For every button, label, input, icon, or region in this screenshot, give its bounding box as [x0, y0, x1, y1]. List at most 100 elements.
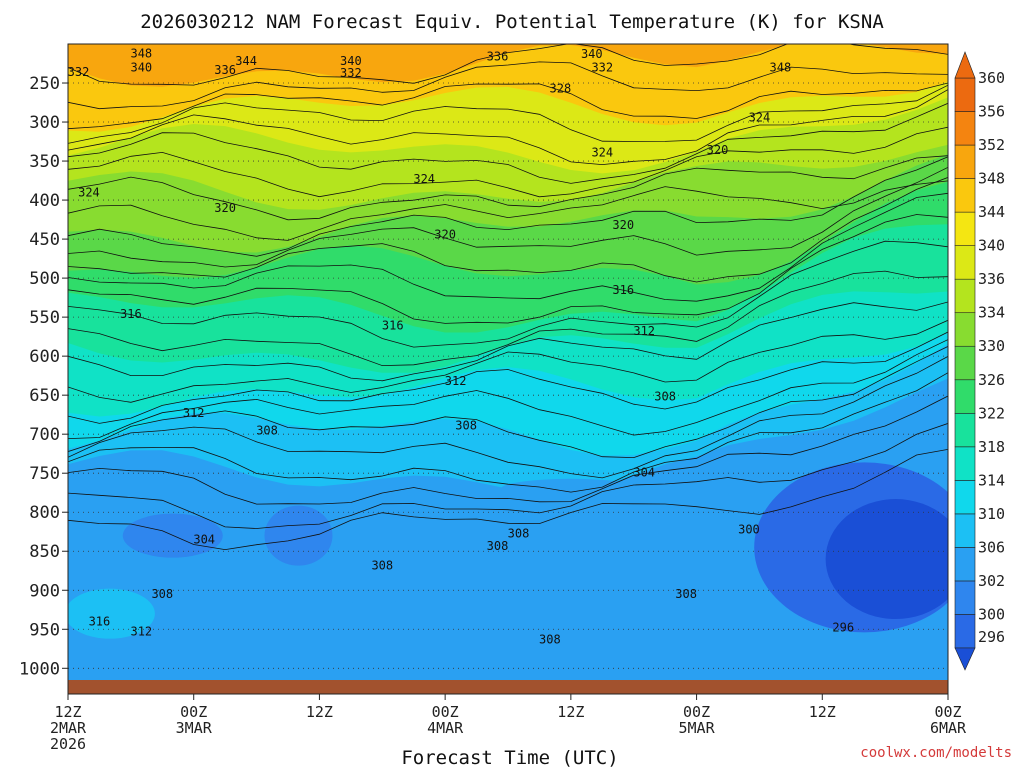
colorbar-swatch [954, 345, 976, 381]
x-tick-label: 12Z [557, 703, 584, 721]
contour-label: 312 [445, 374, 467, 388]
contour-line [68, 192, 948, 302]
colorbar-label: 340 [978, 237, 1005, 255]
colorbar-swatch [954, 412, 976, 448]
pressure-gridlines [68, 82, 948, 669]
contour-line [68, 177, 948, 283]
contour-line [68, 214, 948, 324]
contour-line [68, 89, 948, 166]
contour-label: 340 [130, 60, 152, 74]
y-tick-label: 600 [29, 347, 60, 367]
x-tick-label: 3MAR [176, 719, 213, 737]
colorbar-label: 310 [978, 505, 1005, 523]
x-tick-label: 2026 [50, 735, 86, 753]
contour-label: 308 [455, 419, 477, 433]
colorbar-label: 322 [978, 404, 1005, 422]
contour-line [68, 270, 948, 367]
contour-line [68, 331, 948, 424]
x-axis-label: Forecast Time (UTC) [401, 747, 618, 768]
contour-line [68, 155, 948, 221]
colorbar-label: 334 [978, 304, 1005, 322]
cool-pool [825, 499, 948, 620]
colorbar-label: 348 [978, 170, 1005, 188]
x-tick-label: 6MAR [930, 719, 967, 737]
colorbar-label: 306 [978, 538, 1005, 556]
contour-label: 308 [654, 390, 676, 404]
contour-label: 312 [130, 625, 152, 639]
contour-line [68, 346, 948, 459]
contour-label: 340 [581, 47, 603, 61]
contour-label: 316 [382, 319, 404, 333]
colorbar-swatch [954, 480, 976, 515]
contour-lines [68, 44, 948, 551]
x-tick-label: 12Z [306, 703, 333, 721]
theta-e-band [68, 378, 948, 680]
x-tick-label: 00Z [432, 703, 459, 721]
contour-label: 340 [340, 54, 362, 68]
colorbar-bottom-arrow [954, 647, 976, 671]
contour-line [68, 356, 948, 479]
x-tick-label: 12Z [809, 703, 836, 721]
contour-label: 308 [256, 423, 278, 437]
contour-label: 328 [550, 81, 572, 95]
low-level-cool-pools [68, 462, 948, 639]
contour-line [68, 44, 948, 86]
colorbar-swatch [954, 111, 976, 146]
contour-label: 324 [413, 172, 435, 186]
contour-label: 324 [591, 145, 613, 159]
colorbar-label: 326 [978, 371, 1005, 389]
contour-line [68, 61, 948, 110]
y-axis: 250 300 350 400 450 500 550 600 650 700 750 800 850 9… [19, 74, 68, 679]
colorbar-swatch [954, 513, 976, 548]
contour-line [68, 339, 948, 439]
contour-label: 296 [832, 621, 854, 635]
cool-pool [331, 576, 412, 605]
x-tick-label: 00Z [180, 703, 207, 721]
contour-line [68, 301, 948, 382]
y-tick-label: 350 [29, 152, 60, 172]
source-credit: coolwx.com/modelts [860, 745, 1012, 761]
contour-line [68, 180, 948, 241]
y-tick-label: 750 [29, 464, 60, 484]
colorbar-top-arrow [954, 51, 976, 79]
colorbar-label: 300 [978, 605, 1005, 623]
x-tick-label: 5MAR [679, 719, 716, 737]
contour-label: 308 [151, 587, 173, 601]
contour-label: 348 [770, 60, 792, 74]
contour-label: 336 [214, 63, 236, 77]
x-tick-label: 00Z [683, 703, 710, 721]
contour-label: 308 [487, 539, 509, 553]
y-tick-label: 250 [29, 74, 60, 94]
contour-label: 344 [235, 54, 257, 68]
x-tick-label: 12Z [54, 703, 81, 721]
contour-line [68, 102, 948, 184]
y-tick-label: 700 [29, 425, 60, 445]
contour-line [68, 319, 948, 403]
contour-label: 336 [487, 49, 509, 63]
x-tick-label: 4MAR [427, 719, 464, 737]
y-tick-label: 450 [29, 230, 60, 250]
colorbar-label: 314 [978, 471, 1005, 489]
contour-line [68, 449, 948, 551]
colorbar-swatch [954, 245, 976, 280]
colorbar-swatch [954, 580, 976, 615]
contour-label: 316 [89, 614, 111, 628]
y-tick-label: 900 [29, 581, 60, 601]
contour-label: 308 [675, 587, 697, 601]
colorbar-label: 360 [978, 69, 1005, 87]
cool-pool [264, 505, 333, 566]
colorbar-label: 330 [978, 337, 1005, 355]
colorbar-label: 318 [978, 438, 1005, 456]
contour-line [68, 240, 948, 348]
contour-label: 332 [340, 66, 362, 80]
colorbar-swatch [954, 77, 976, 112]
contour-label: 312 [633, 324, 655, 338]
y-tick-label: 1000 [19, 659, 60, 679]
contour-line [68, 372, 948, 493]
y-tick-label: 800 [29, 503, 60, 523]
plot-frame [67, 43, 949, 695]
contour-line [68, 84, 948, 144]
ground-strip [68, 680, 948, 694]
